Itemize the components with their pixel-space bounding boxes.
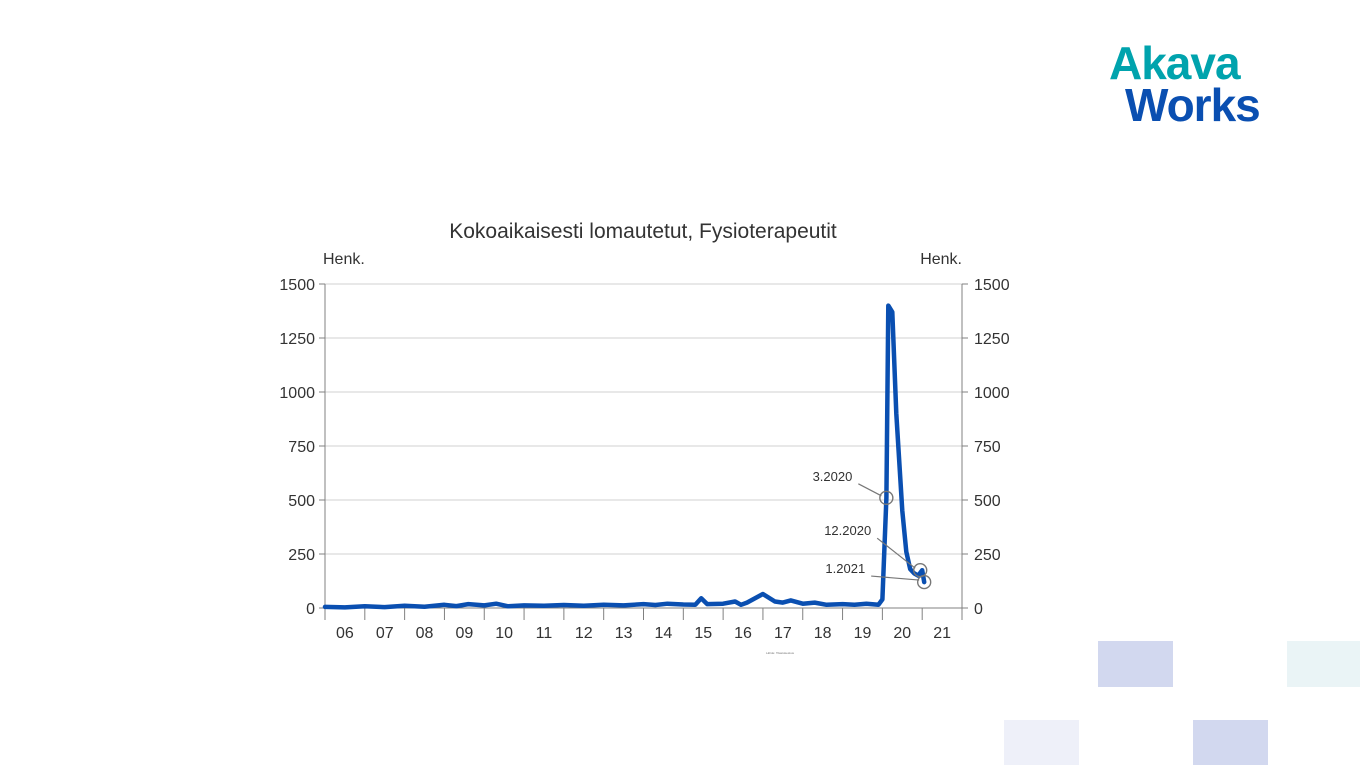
- y-tick-label-left: 750: [288, 439, 315, 456]
- decor-square-4: [1193, 720, 1268, 765]
- x-tick-label: 12: [575, 625, 593, 642]
- annotation-leader: [871, 575, 920, 581]
- y-tick-label-right: 750: [974, 439, 1001, 456]
- logo-line-akava: Akava: [1109, 37, 1241, 89]
- x-tick-label: 08: [416, 625, 434, 642]
- y-tick-label-left: 500: [288, 493, 315, 510]
- annotation-label: 3.2020: [813, 469, 853, 484]
- chart-title: Kokoaikaisesti lomautetut, Fysioterapeut…: [449, 220, 837, 243]
- source-note: Lähde: Tilastokeskus: [766, 651, 795, 655]
- x-tick-label: 09: [455, 625, 473, 642]
- x-tick-label: 11: [536, 625, 553, 642]
- y-tick-label-right: 1500: [974, 277, 1010, 294]
- decor-square-2: [1287, 641, 1360, 687]
- decor-square-3: [1004, 720, 1079, 765]
- y-ticks-left: 0 250 500 750 1000 1250 1500: [279, 277, 325, 618]
- series-group: [322, 303, 927, 610]
- y-tick-label-left: 1250: [279, 331, 315, 348]
- decor-square-1: [1098, 641, 1173, 687]
- x-tick-label: 10: [495, 625, 513, 642]
- y-tick-label-left: 250: [288, 547, 315, 564]
- x-tick-label: 14: [655, 625, 673, 642]
- logo-line-works: Works: [1125, 79, 1261, 131]
- y-ticks-right: 0 250 500 750 1000 1250 1500: [962, 277, 1010, 618]
- y-tick-label-right: 1250: [974, 331, 1010, 348]
- annotation-marker: [879, 490, 894, 506]
- y-tick-label-left: 0: [306, 601, 315, 618]
- annotation-label: 12.2020: [824, 523, 871, 538]
- annotation-marker: [916, 574, 932, 590]
- y-tick-label-right: 1000: [974, 385, 1010, 402]
- y-axis-left-unit: Henk.: [323, 251, 365, 268]
- annotations: 3.2020 12.2020 1.2021: [813, 469, 932, 590]
- y-tick-label-left: 1000: [279, 385, 315, 402]
- x-tick-label: 13: [615, 625, 633, 642]
- annotation-leader: [858, 483, 882, 497]
- x-tick-label: 06: [336, 625, 354, 642]
- akava-works-logo: Akava Works: [1105, 40, 1305, 135]
- x-tick-label: 15: [694, 625, 712, 642]
- x-tick-label: 19: [854, 625, 872, 642]
- x-tick-label: 16: [734, 625, 752, 642]
- y-tick-label-left: 1500: [279, 277, 315, 294]
- annotation-label: 1.2021: [825, 561, 865, 576]
- x-tick-label: 17: [774, 625, 792, 642]
- x-tick-label: 07: [376, 625, 394, 642]
- x-tick-label: 21: [933, 625, 951, 642]
- y-tick-label-right: 500: [974, 493, 1001, 510]
- gridlines: [325, 283, 962, 609]
- y-tick-label-right: 0: [974, 601, 983, 618]
- y-tick-label-right: 250: [974, 547, 1001, 564]
- series-line: [322, 303, 927, 610]
- x-ticks: 06 07 08 09 10 11 12 13 14 15 16 17 18 19 20 21: [324, 608, 963, 642]
- x-tick-label: 18: [814, 625, 832, 642]
- x-tick-label: 20: [893, 625, 911, 642]
- annotation-leader: [876, 537, 916, 569]
- y-axis-right-unit: Henk.: [920, 251, 962, 268]
